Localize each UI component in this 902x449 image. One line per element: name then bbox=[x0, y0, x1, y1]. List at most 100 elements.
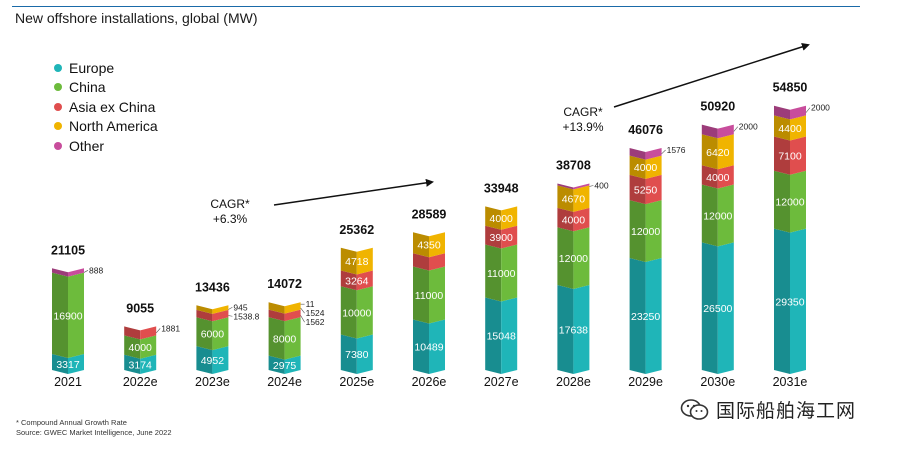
bar-segment-other-2031e bbox=[790, 105, 806, 120]
bar-segment-europe-2029e-left bbox=[629, 257, 646, 374]
segment-label-europe-2027e: 15048 bbox=[487, 331, 516, 343]
bar-total-2030e: 50920 bbox=[700, 100, 735, 114]
cagr-2-label: CAGR* bbox=[563, 105, 603, 119]
legend-dot-north-america bbox=[54, 122, 62, 131]
x-tick-label-2023e: 2023e bbox=[195, 375, 230, 389]
bar-segment-north-america-2025e bbox=[356, 247, 373, 275]
bar-segment-asia-ex-china-2022e-left bbox=[124, 326, 141, 340]
x-tick-label-2031e: 2031e bbox=[773, 375, 808, 389]
bar-segment-china-2027e-left bbox=[485, 244, 502, 302]
segment-label-asia-ex-china-2027e: 3900 bbox=[490, 232, 514, 244]
segment-label-china-2021: 16900 bbox=[53, 310, 82, 322]
leader-line-2021-0 bbox=[83, 270, 89, 273]
legend-label-asia-ex-china: Asia ex China bbox=[69, 98, 156, 115]
leader-line-2030e-0 bbox=[733, 126, 739, 132]
bar-segment-china-2022e bbox=[140, 335, 157, 359]
segment-label-china-2024e: 8000 bbox=[273, 333, 297, 345]
bar-total-2024e: 14072 bbox=[267, 277, 302, 291]
bar-segment-europe-2026e bbox=[429, 319, 445, 374]
bar-segment-china-2031e bbox=[790, 170, 806, 233]
segment-label-china-2028e: 12000 bbox=[559, 253, 588, 265]
bar-segment-north-america-2024e bbox=[284, 302, 301, 314]
bar-segment-asia-ex-china-2023e-left bbox=[196, 309, 213, 322]
leader-line-2024e-2 bbox=[300, 315, 305, 323]
bar-segment-asia-ex-china-2030e-left bbox=[701, 165, 718, 189]
segment-label-europe-2023e: 4952 bbox=[201, 355, 225, 367]
legend-label-europe: Europe bbox=[69, 59, 115, 76]
bar-segment-china-2030e-left bbox=[701, 184, 718, 247]
bar-segment-europe-2028e bbox=[573, 285, 590, 374]
segment-label-china-2026e: 11000 bbox=[415, 290, 444, 302]
bar-segment-other-2030e-left bbox=[701, 124, 718, 139]
cagr-arrow-2 bbox=[613, 43, 810, 108]
outside-label-2023e-1: 1538.8 bbox=[233, 311, 259, 321]
x-tick-label-2022e: 2022e bbox=[123, 375, 158, 389]
watermark: 国际船舶海工网 bbox=[680, 396, 856, 423]
bar-segment-north-america-2031e bbox=[790, 115, 806, 141]
bar-segment-north-america-2026e bbox=[429, 232, 445, 258]
segment-label-europe-2030e: 26500 bbox=[703, 303, 732, 315]
bar-segment-other-2029e bbox=[645, 147, 662, 160]
x-tick-label-2024e: 2024e bbox=[267, 375, 302, 389]
bar-segment-europe-2021-left bbox=[52, 354, 68, 374]
bar-segment-europe-2025e bbox=[356, 334, 373, 374]
footnote-source: Source: GWEC Market Intelligence, June 2… bbox=[16, 428, 172, 437]
bar-segment-north-america-2023e bbox=[212, 305, 229, 314]
outside-label-2029e-0: 1576 bbox=[667, 145, 686, 155]
segment-label-north-america-2030e: 6420 bbox=[706, 147, 730, 159]
legend-item-china: China bbox=[54, 78, 158, 98]
bar-segment-asia-ex-china-2025e bbox=[356, 270, 373, 291]
x-tick-label-2030e: 2030e bbox=[700, 375, 735, 389]
segment-label-asia-ex-china-2025e: 3264 bbox=[345, 275, 369, 287]
bar-segment-china-2022e-left bbox=[124, 335, 141, 359]
legend-item-europe: Europe bbox=[54, 58, 158, 78]
x-tick-label-2026e: 2026e bbox=[412, 375, 447, 389]
bar-segment-north-america-2025e-left bbox=[340, 247, 357, 275]
bar-segment-china-2025e bbox=[356, 286, 373, 339]
bar-segment-europe-2030e-left bbox=[701, 242, 718, 374]
leader-line-2023e-1 bbox=[228, 315, 233, 317]
bar-segment-asia-ex-china-2029e-left bbox=[629, 174, 646, 205]
legend-item-asia-ex-china: Asia ex China bbox=[54, 97, 158, 117]
watermark-text: 国际船舶海工网 bbox=[716, 401, 857, 422]
cagr-1-label: CAGR* bbox=[210, 197, 250, 211]
cagr-2-value: +13.9% bbox=[562, 120, 603, 134]
bar-segment-china-2030e bbox=[717, 184, 734, 247]
bar-segment-china-2023e-left bbox=[196, 317, 213, 351]
bar-segment-other-2030e bbox=[717, 124, 734, 139]
bar-segment-europe-2023e bbox=[212, 346, 229, 374]
segment-label-asia-ex-china-2030e: 4000 bbox=[706, 172, 730, 184]
segment-label-china-2023e: 6000 bbox=[201, 329, 225, 341]
bar-total-2023e: 13436 bbox=[195, 280, 230, 294]
bar-segment-other-2024e bbox=[284, 302, 301, 307]
segment-label-china-2031e: 12000 bbox=[775, 197, 804, 209]
bar-total-2021: 21105 bbox=[51, 243, 85, 257]
bar-segment-asia-ex-china-2027e bbox=[501, 225, 518, 249]
bar-segment-europe-2027e bbox=[501, 297, 518, 374]
segment-label-north-america-2031e: 4400 bbox=[778, 123, 802, 135]
outside-label-2021-0: 888 bbox=[89, 265, 103, 275]
bar-segment-asia-ex-china-2029e bbox=[645, 174, 662, 205]
bar-total-2027e: 33948 bbox=[484, 181, 519, 195]
legend-label-north-america: North America bbox=[69, 118, 158, 135]
bar-segment-china-2024e-left bbox=[268, 317, 285, 360]
x-tick-label-2029e: 2029e bbox=[628, 375, 663, 389]
bar-segment-europe-2026e-left bbox=[413, 319, 429, 374]
bar-segment-china-2021-left bbox=[52, 272, 68, 359]
bar-segment-europe-2027e-left bbox=[485, 297, 502, 374]
bar-total-2026e: 28589 bbox=[412, 207, 447, 221]
segment-label-europe-2029e: 23250 bbox=[631, 311, 660, 323]
segment-label-china-2030e: 12000 bbox=[703, 210, 732, 222]
segment-label-north-america-2025e: 4718 bbox=[345, 256, 369, 268]
outside-label-2023e-0: 945 bbox=[233, 302, 247, 312]
bar-segment-china-2024e bbox=[284, 317, 301, 360]
bar-segment-asia-ex-china-2028e-left bbox=[557, 207, 574, 232]
legend-dot-other bbox=[54, 141, 62, 150]
footnote: * Compound Annual Growth Rate Source: GW… bbox=[16, 418, 172, 438]
bar-segment-asia-ex-china-2023e bbox=[212, 309, 229, 322]
segment-label-europe-2026e: 10489 bbox=[414, 342, 443, 354]
bar-segment-north-america-2027e-left bbox=[485, 206, 502, 230]
segment-label-europe-2025e: 7380 bbox=[345, 349, 369, 361]
bar-segment-china-2027e bbox=[501, 244, 518, 302]
segment-label-europe-2022e: 3174 bbox=[129, 359, 153, 371]
